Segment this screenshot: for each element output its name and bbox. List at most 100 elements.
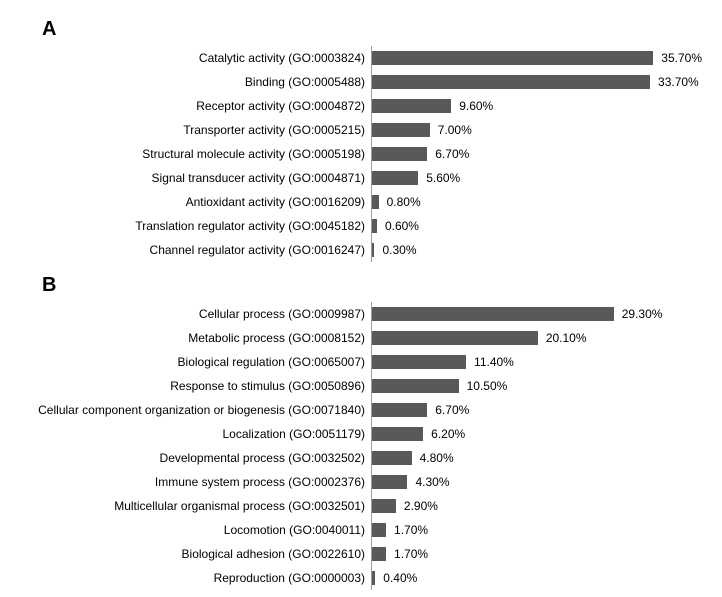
bar-row: Cellular component organization or bioge…: [20, 398, 702, 422]
category-label: Cellular process (GO:0009987): [20, 307, 371, 321]
category-label: Structural molecule activity (GO:0005198…: [20, 147, 371, 161]
bar: [372, 99, 451, 113]
bar-cell: 4.80%: [372, 451, 702, 465]
bar: [372, 403, 427, 417]
bar-cell: 0.30%: [372, 243, 702, 257]
panel-a-chart: Catalytic activity (GO:0003824) 35.70% Bin…: [20, 18, 702, 262]
bar-cell: 2.90%: [372, 499, 702, 513]
bar-cell: 5.60%: [372, 171, 702, 185]
category-label: Biological regulation (GO:0065007): [20, 355, 371, 369]
category-label: Biological adhesion (GO:0022610): [20, 547, 371, 561]
category-label: Cellular component organization or bioge…: [20, 403, 371, 417]
bar: [372, 523, 386, 537]
category-label: Metabolic process (GO:0008152): [20, 331, 371, 345]
value-label: 10.50%: [467, 379, 508, 393]
bar-cell: 6.70%: [372, 147, 702, 161]
bar-row: Channel regulator activity (GO:0016247)0…: [20, 238, 702, 262]
figure-container: A Catalytic activity (GO:0003824)35.70%B…: [0, 0, 722, 597]
value-label: 4.80%: [420, 451, 454, 465]
bar-cell: 6.70%: [372, 403, 702, 417]
category-label: Receptor activity (GO:0004872): [20, 99, 371, 113]
bar-cell: 0.40%: [372, 571, 702, 585]
category-label: Immune system process (GO:0002376): [20, 475, 371, 489]
bar-cell: 33.70%: [372, 75, 702, 89]
bar-row: Catalytic activity (GO:0003824) 35.70%: [20, 46, 702, 70]
bar-row: Multicellular organismal process (GO:003…: [20, 494, 702, 518]
value-label: 0.80%: [387, 195, 421, 209]
bar-row: Response to stimulus (GO:0050896) 10.50%: [20, 374, 702, 398]
bar: [372, 427, 423, 441]
bar: [372, 499, 396, 513]
value-label: 2.90%: [404, 499, 438, 513]
bar-cell: 7.00%: [372, 123, 702, 137]
category-label: Reproduction (GO:0000003): [20, 571, 371, 585]
bar: [372, 331, 538, 345]
bar-cell: 1.70%: [372, 547, 702, 561]
bar-row: Reproduction (GO:0000003) 0.40%: [20, 566, 702, 590]
category-label: Localization (GO:0051179): [20, 427, 371, 441]
value-label: 4.30%: [415, 475, 449, 489]
category-label: Binding (GO:0005488): [20, 75, 371, 89]
category-label: Transporter activity (GO:0005215): [20, 123, 371, 137]
bar-cell: 9.60%: [372, 99, 702, 113]
value-label: 1.70%: [394, 523, 428, 537]
bar: [372, 171, 418, 185]
value-label: 6.70%: [435, 147, 469, 161]
bar: [372, 123, 430, 137]
bar-cell: 35.70%: [372, 51, 702, 65]
value-label: 0.60%: [385, 219, 419, 233]
bar-row: Locomotion (GO:0040011) 1.70%: [20, 518, 702, 542]
bar: [372, 195, 379, 209]
value-label: 9.60%: [459, 99, 493, 113]
bar-row: Binding (GO:0005488) 33.70%: [20, 70, 702, 94]
bar-row: Metabolic process (GO:0008152) 20.10%: [20, 326, 702, 350]
category-label: Locomotion (GO:0040011): [20, 523, 371, 537]
category-label: Response to stimulus (GO:0050896): [20, 379, 371, 393]
bar-row: Localization (GO:0051179) 6.20%: [20, 422, 702, 446]
bar: [372, 547, 386, 561]
panel-b: B Cellular process (GO:0009987)29.30%Met…: [20, 274, 702, 590]
bar-row: Biological adhesion (GO:0022610)1.70%: [20, 542, 702, 566]
bar-row: Transporter activity (GO:0005215) 7.00%: [20, 118, 702, 142]
bar-row: Biological regulation (GO:0065007) 11.40%: [20, 350, 702, 374]
bar-cell: 11.40%: [372, 355, 702, 369]
bar: [372, 243, 374, 257]
value-label: 6.20%: [431, 427, 465, 441]
bar-cell: 1.70%: [372, 523, 702, 537]
value-label: 0.40%: [383, 571, 417, 585]
bar-cell: 6.20%: [372, 427, 702, 441]
value-label: 20.10%: [546, 331, 587, 345]
bar: [372, 219, 377, 233]
value-label: 11.40%: [474, 355, 514, 369]
bar: [372, 51, 653, 65]
bar-cell: 29.30%: [372, 307, 702, 321]
bar: [372, 571, 375, 585]
bar: [372, 75, 650, 89]
bar: [372, 355, 466, 369]
bar: [372, 307, 614, 321]
bar: [372, 147, 427, 161]
value-label: 29.30%: [622, 307, 663, 321]
category-label: Channel regulator activity (GO:0016247): [20, 243, 371, 257]
bar: [372, 451, 412, 465]
value-label: 7.00%: [438, 123, 472, 137]
value-label: 33.70%: [658, 75, 699, 89]
category-label: Antioxidant activity (GO:0016209): [20, 195, 371, 209]
bar-row: Receptor activity (GO:0004872) 9.60%: [20, 94, 702, 118]
value-label: 35.70%: [661, 51, 702, 65]
bar-row: Translation regulator activity (GO:00451…: [20, 214, 702, 238]
category-label: Developmental process (GO:0032502): [20, 451, 371, 465]
category-label: Translation regulator activity (GO:00451…: [20, 219, 371, 233]
bar-cell: 10.50%: [372, 379, 702, 393]
bar-row: Antioxidant activity (GO:0016209) 0.80%: [20, 190, 702, 214]
category-label: Catalytic activity (GO:0003824): [20, 51, 371, 65]
bar: [372, 475, 407, 489]
bar-row: Developmental process (GO:0032502) 4.80%: [20, 446, 702, 470]
panel-b-chart: Cellular process (GO:0009987) 29.30% Metab…: [20, 274, 702, 590]
bar-cell: 0.80%: [372, 195, 702, 209]
bar-cell: 0.60%: [372, 219, 702, 233]
value-label: 5.60%: [426, 171, 460, 185]
bar-row: Signal transducer activity (GO:0004871)5…: [20, 166, 702, 190]
bar: [372, 379, 459, 393]
bar-row: Cellular process (GO:0009987) 29.30%: [20, 302, 702, 326]
